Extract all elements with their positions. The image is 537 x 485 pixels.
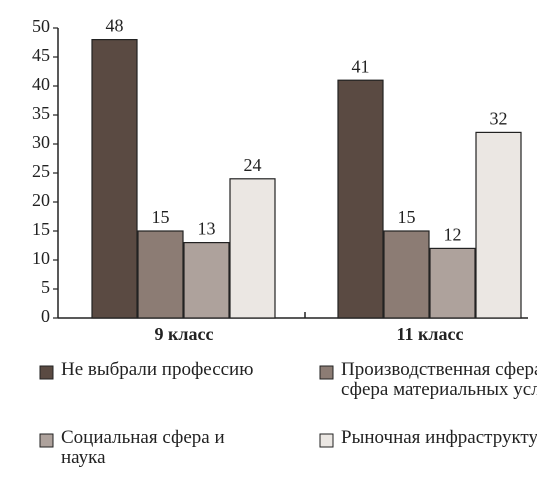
legend-entry: Социальная сфера и наука (61, 428, 225, 468)
legend-entry: Производственная сфера и сфера материаль… (341, 360, 537, 400)
legend-swatch (319, 365, 334, 380)
y-tick-label: 40 (32, 74, 50, 94)
value-label: 24 (244, 155, 262, 175)
value-label: 41 (352, 56, 370, 76)
value-label: 32 (490, 109, 508, 129)
value-label: 13 (198, 219, 216, 239)
y-tick-label: 30 (32, 132, 50, 152)
y-tick-label: 0 (41, 306, 50, 326)
y-tick-label: 50 (32, 16, 50, 36)
bar (91, 38, 138, 319)
x-tick-label: 11 класс (397, 324, 464, 344)
bar (337, 79, 384, 319)
value-label: 12 (444, 225, 462, 245)
y-tick-label: 5 (41, 277, 50, 297)
legend-swatch (39, 365, 54, 380)
value-label: 15 (152, 207, 170, 227)
legend-label: Не выбрали профессию (61, 360, 254, 380)
bar (229, 178, 276, 319)
value-label: 15 (398, 207, 416, 227)
y-tick-label: 20 (32, 190, 50, 210)
bar (137, 230, 184, 319)
legend-label: Социальная сфера и наука (61, 428, 225, 468)
legend-swatch (39, 433, 54, 448)
bar (475, 131, 522, 319)
bar (383, 230, 430, 319)
legend-swatch (319, 433, 334, 448)
bar (183, 242, 230, 319)
value-label: 48 (106, 16, 124, 36)
bar (429, 247, 476, 319)
y-tick-label: 45 (32, 45, 50, 65)
x-tick-label: 9 класс (155, 324, 214, 344)
y-tick-label: 25 (32, 161, 50, 181)
legend-label: Производственная сфера и сфера материаль… (341, 360, 537, 400)
legend-entry: Рыночная инфраструктура (341, 428, 537, 448)
y-tick-label: 15 (32, 219, 50, 239)
y-tick-label: 35 (32, 103, 50, 123)
legend-label: Рыночная инфраструктура (341, 428, 537, 448)
legend-entry: Не выбрали профессию (61, 360, 254, 380)
y-tick-label: 10 (32, 248, 50, 268)
